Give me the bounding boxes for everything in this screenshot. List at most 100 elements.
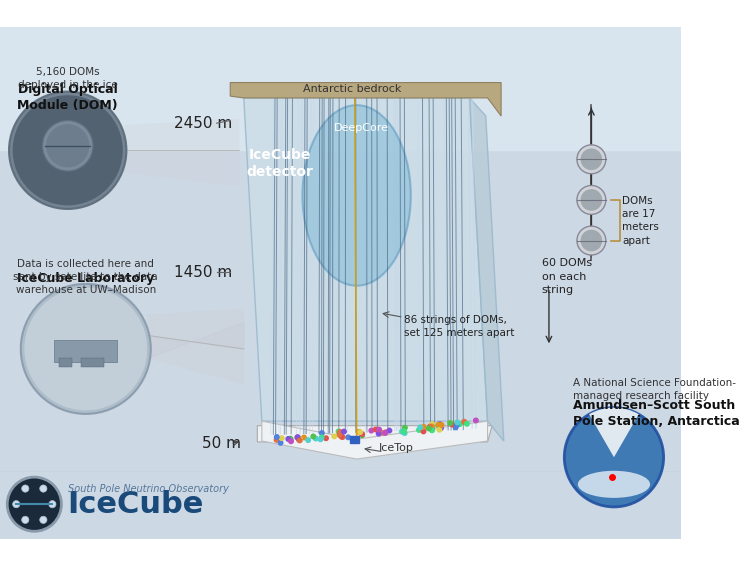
Circle shape — [298, 438, 302, 443]
Circle shape — [40, 516, 47, 524]
Circle shape — [302, 435, 306, 440]
Text: IceCube: IceCube — [68, 490, 204, 518]
Circle shape — [436, 423, 440, 428]
Ellipse shape — [578, 471, 650, 498]
Circle shape — [455, 423, 459, 427]
Circle shape — [46, 124, 90, 168]
Text: Amundsen–Scott South
Pole Station, Antarctica: Amundsen–Scott South Pole Station, Antar… — [573, 398, 740, 428]
Circle shape — [577, 226, 605, 255]
Circle shape — [288, 436, 293, 441]
Circle shape — [22, 485, 29, 492]
Circle shape — [338, 430, 342, 434]
Circle shape — [417, 428, 421, 432]
Circle shape — [379, 431, 384, 435]
Text: IceCube
detector: IceCube detector — [247, 148, 314, 179]
Circle shape — [320, 431, 324, 435]
Circle shape — [387, 428, 391, 433]
Circle shape — [13, 500, 20, 508]
Circle shape — [22, 516, 29, 524]
Circle shape — [358, 430, 363, 434]
Circle shape — [437, 427, 442, 432]
Polygon shape — [257, 426, 492, 442]
Circle shape — [295, 435, 299, 440]
Circle shape — [274, 438, 279, 442]
Circle shape — [40, 485, 47, 492]
Wedge shape — [589, 408, 639, 457]
Circle shape — [342, 429, 346, 434]
Circle shape — [340, 435, 345, 439]
Text: Data is collected here and
sent by satellite to the data
warehouse at UW–Madison: Data is collected here and sent by satel… — [14, 259, 158, 295]
Circle shape — [448, 421, 452, 425]
Circle shape — [440, 423, 444, 427]
Circle shape — [439, 426, 443, 430]
Text: South Pole Neutrino Observatory: South Pole Neutrino Observatory — [68, 484, 228, 494]
Circle shape — [296, 438, 301, 442]
Circle shape — [280, 436, 284, 440]
Circle shape — [323, 436, 328, 440]
Circle shape — [311, 434, 315, 439]
Circle shape — [288, 438, 293, 442]
Circle shape — [430, 424, 434, 429]
Circle shape — [21, 284, 151, 414]
Circle shape — [403, 431, 407, 435]
Text: 1450 m: 1450 m — [174, 265, 232, 280]
Circle shape — [49, 500, 56, 508]
Circle shape — [383, 430, 388, 435]
Circle shape — [289, 439, 293, 444]
Circle shape — [437, 422, 441, 427]
Circle shape — [564, 408, 664, 507]
Polygon shape — [124, 119, 239, 186]
Circle shape — [24, 288, 147, 410]
Circle shape — [453, 425, 458, 430]
Circle shape — [360, 432, 364, 436]
Text: 2450 m: 2450 m — [174, 115, 232, 131]
Circle shape — [427, 426, 431, 431]
Text: 60 DOMs
on each
string: 60 DOMs on each string — [541, 259, 592, 295]
Text: IceTop: IceTop — [379, 443, 414, 453]
Circle shape — [332, 434, 336, 439]
Circle shape — [278, 440, 283, 445]
Polygon shape — [470, 98, 504, 441]
Circle shape — [373, 427, 378, 432]
Circle shape — [458, 422, 462, 426]
Circle shape — [357, 430, 361, 434]
Circle shape — [360, 433, 364, 438]
Circle shape — [581, 230, 602, 251]
Polygon shape — [147, 308, 244, 385]
Circle shape — [400, 430, 404, 434]
Circle shape — [8, 477, 61, 531]
Circle shape — [581, 148, 602, 170]
Circle shape — [450, 422, 455, 427]
Circle shape — [320, 435, 324, 440]
Circle shape — [421, 424, 426, 429]
Polygon shape — [230, 83, 501, 116]
Text: Digital Optical
Module (DOM): Digital Optical Module (DOM) — [17, 83, 118, 112]
Bar — [351, 436, 360, 443]
Circle shape — [314, 436, 318, 441]
Circle shape — [430, 428, 434, 432]
Circle shape — [577, 186, 605, 215]
Circle shape — [430, 422, 434, 426]
Bar — [54, 340, 118, 362]
Circle shape — [274, 435, 279, 439]
Text: A National Science Foundation-
managed research facility: A National Science Foundation- managed r… — [573, 378, 737, 401]
Bar — [0, 28, 681, 151]
Circle shape — [581, 189, 602, 211]
Circle shape — [9, 92, 127, 209]
Text: DOMs
are 17
meters
apart: DOMs are 17 meters apart — [622, 196, 659, 246]
Bar — [81, 358, 104, 367]
Circle shape — [296, 435, 300, 439]
Text: 5,160 DOMs
deployed in the ice: 5,160 DOMs deployed in the ice — [18, 67, 118, 91]
Circle shape — [377, 427, 382, 432]
Polygon shape — [244, 98, 488, 421]
Circle shape — [455, 420, 460, 424]
Circle shape — [369, 428, 373, 433]
Circle shape — [464, 422, 469, 426]
Circle shape — [306, 438, 311, 443]
Circle shape — [42, 121, 93, 171]
Circle shape — [336, 429, 341, 434]
Circle shape — [286, 437, 290, 441]
Circle shape — [428, 424, 432, 429]
Circle shape — [474, 418, 478, 423]
Circle shape — [437, 422, 442, 426]
